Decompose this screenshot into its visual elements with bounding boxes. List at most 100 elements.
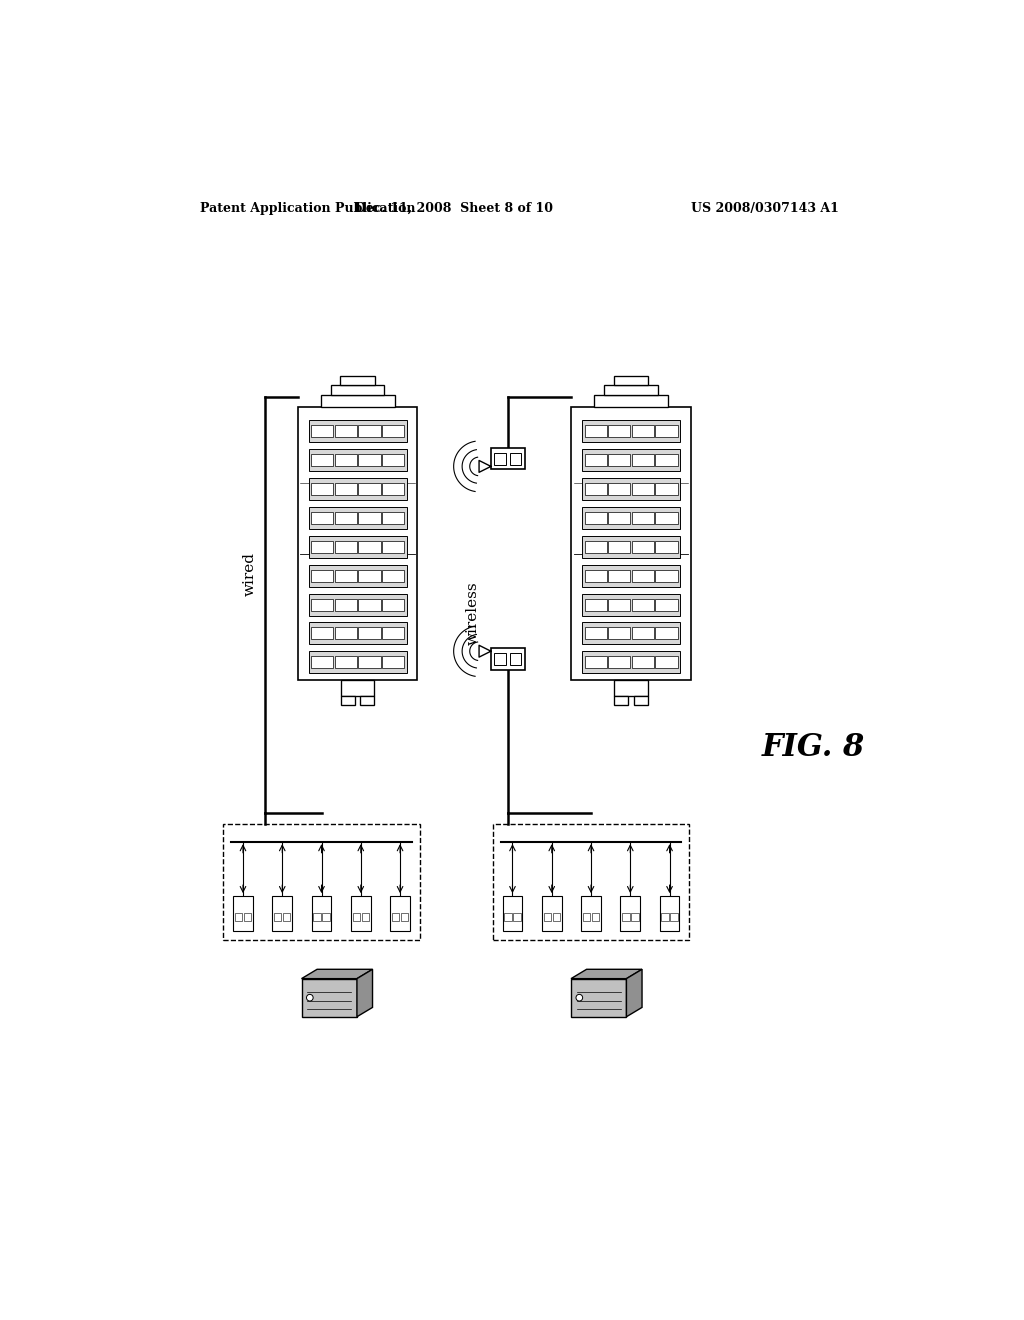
Bar <box>311 570 334 582</box>
Bar <box>309 565 407 586</box>
Bar <box>632 483 654 495</box>
Bar <box>582 536 680 558</box>
Polygon shape <box>627 969 642 1016</box>
Bar <box>608 454 631 466</box>
Bar <box>632 598 654 611</box>
Bar <box>608 541 631 553</box>
Polygon shape <box>301 969 373 978</box>
Text: US 2008/0307143 A1: US 2008/0307143 A1 <box>691 202 839 215</box>
Bar <box>503 896 522 931</box>
Bar <box>585 425 606 437</box>
Bar <box>309 478 407 500</box>
Bar <box>311 627 334 639</box>
Bar <box>608 656 631 668</box>
Bar <box>632 425 654 437</box>
Bar <box>582 896 601 931</box>
Bar <box>513 913 521 921</box>
Bar <box>311 512 334 524</box>
Bar <box>400 913 409 921</box>
Bar <box>335 512 357 524</box>
Text: Patent Application Publication: Patent Application Publication <box>200 202 416 215</box>
Bar <box>274 913 282 921</box>
Bar <box>582 478 680 500</box>
Bar <box>358 512 381 524</box>
Bar <box>614 680 648 697</box>
Bar <box>655 627 678 639</box>
Bar <box>504 913 512 921</box>
Bar <box>382 627 404 639</box>
Bar <box>309 623 407 644</box>
Bar <box>358 627 381 639</box>
Bar <box>655 570 678 582</box>
Bar <box>613 376 648 385</box>
Bar <box>594 395 668 407</box>
Bar <box>233 896 253 931</box>
Polygon shape <box>571 969 642 978</box>
Bar <box>272 896 292 931</box>
Bar <box>360 697 375 705</box>
Bar <box>585 656 606 668</box>
Bar <box>585 598 606 611</box>
Bar <box>608 627 631 639</box>
Bar <box>608 598 631 611</box>
Bar <box>358 570 381 582</box>
Bar <box>544 913 551 921</box>
Bar <box>341 697 355 705</box>
Bar <box>631 913 639 921</box>
Bar <box>655 598 678 611</box>
Text: FIG. 8: FIG. 8 <box>762 733 865 763</box>
Bar <box>671 913 678 921</box>
Bar <box>331 385 384 395</box>
Bar <box>608 570 631 582</box>
Bar <box>632 454 654 466</box>
Bar <box>655 425 678 437</box>
Bar <box>311 896 332 931</box>
Bar <box>662 913 669 921</box>
Bar <box>309 421 407 442</box>
Bar <box>311 483 334 495</box>
Polygon shape <box>357 969 373 1016</box>
Bar <box>495 453 506 465</box>
Bar <box>510 653 521 665</box>
Bar <box>352 913 360 921</box>
Bar <box>311 425 334 437</box>
Bar <box>390 896 410 931</box>
Bar <box>311 541 334 553</box>
Bar <box>585 512 606 524</box>
Bar <box>659 896 679 931</box>
Bar <box>493 825 689 940</box>
Bar <box>510 453 521 465</box>
Bar <box>382 541 404 553</box>
Bar <box>490 648 525 669</box>
Bar <box>608 483 631 495</box>
Bar <box>358 656 381 668</box>
Bar <box>313 913 321 921</box>
Bar <box>223 825 420 940</box>
Bar <box>585 541 606 553</box>
Bar <box>632 541 654 553</box>
Bar <box>335 656 357 668</box>
Bar <box>655 483 678 495</box>
Bar <box>358 598 381 611</box>
Bar <box>311 598 334 611</box>
Bar <box>608 425 631 437</box>
Bar <box>655 454 678 466</box>
Bar <box>309 594 407 615</box>
Bar <box>582 623 680 644</box>
Bar <box>542 896 561 931</box>
Bar <box>335 627 357 639</box>
Bar <box>655 656 678 668</box>
Bar <box>340 376 375 385</box>
Bar <box>358 425 381 437</box>
Bar <box>655 541 678 553</box>
Bar <box>309 507 407 529</box>
Bar <box>382 598 404 611</box>
Bar <box>358 483 381 495</box>
Bar <box>335 598 357 611</box>
Bar <box>358 454 381 466</box>
Bar <box>582 507 680 529</box>
Bar <box>298 407 418 680</box>
Bar <box>335 570 357 582</box>
Bar <box>361 913 369 921</box>
Text: wireless: wireless <box>466 581 480 644</box>
